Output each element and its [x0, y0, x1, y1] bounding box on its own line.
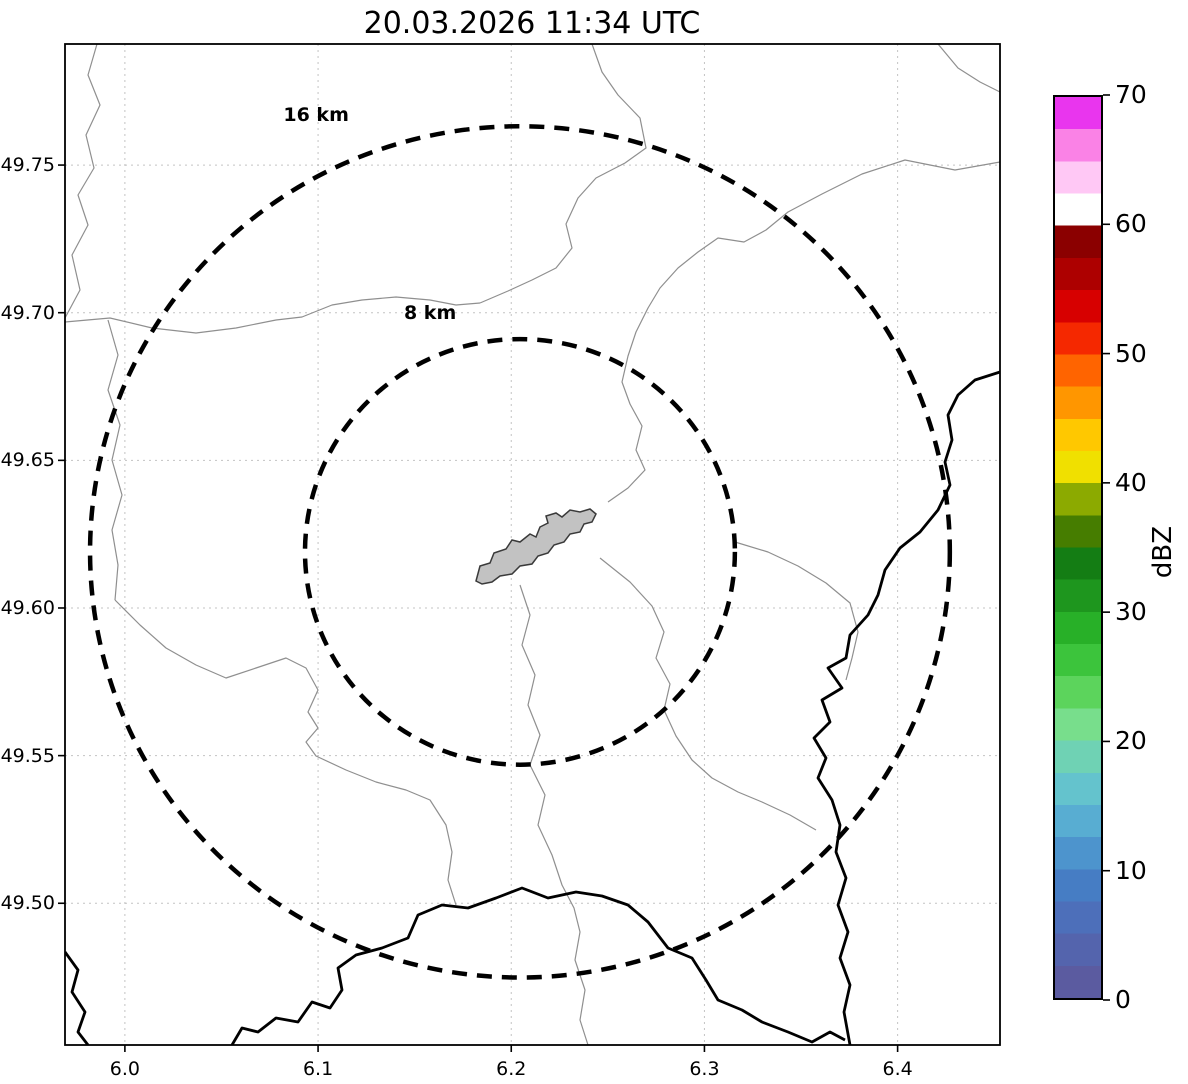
colorbar-tick-label: 50 [1115, 338, 1147, 368]
x-tick-label: 6.0 [109, 1058, 140, 1080]
river-line [937, 44, 1000, 93]
river-line [65, 44, 101, 319]
colorbar-tick-label: 10 [1115, 855, 1147, 885]
grid [65, 44, 1000, 1045]
y-tick-label: 49.65 [0, 449, 55, 472]
border-line [812, 370, 1000, 1045]
colorbar-tick-label: 30 [1115, 597, 1147, 627]
y-tick-label: 49.75 [0, 154, 55, 177]
ring-label-16km: 16 km [283, 103, 349, 126]
plot-frame [64, 43, 1001, 1046]
colorbar-axis-label: dBZ [1148, 525, 1178, 579]
x-tick-label: 6.1 [302, 1058, 334, 1080]
river-line [107, 319, 123, 601]
river-line [607, 159, 1000, 503]
y-tick-label: 49.55 [0, 744, 55, 767]
river-line [519, 584, 589, 1045]
river-line [734, 541, 859, 681]
x-tick-label: 6.3 [689, 1058, 720, 1080]
figure-title: 20.03.2026 11:34 UTC [363, 6, 701, 41]
colorbar-tick-label: 0 [1115, 985, 1131, 1014]
river-line [479, 44, 647, 304]
colorbar-gradient [1055, 97, 1101, 998]
x-tick-label: 6.2 [496, 1058, 527, 1080]
border-line [230, 886, 846, 1045]
y-tick-label: 49.70 [0, 301, 55, 324]
range-ring-16km [87, 124, 953, 980]
geography-layer [65, 44, 1000, 1045]
border-line [65, 951, 90, 1045]
river-line [114, 599, 457, 906]
river-line [599, 557, 817, 831]
colorbar-tick-label: 40 [1115, 467, 1147, 497]
colorbar [1053, 95, 1103, 1000]
colorbar-tick-label: 20 [1115, 726, 1147, 756]
city-polygon [475, 508, 597, 585]
y-tick-label: 49.60 [0, 596, 55, 619]
colorbar-tick-label: 60 [1115, 209, 1147, 239]
colorbar-tick-label: 70 [1115, 80, 1147, 109]
ring-label-8km: 8 km [403, 301, 457, 324]
y-tick-label: 49.50 [0, 892, 55, 915]
x-tick-label: 6.4 [882, 1058, 913, 1080]
range-ring-8km [302, 336, 738, 767]
